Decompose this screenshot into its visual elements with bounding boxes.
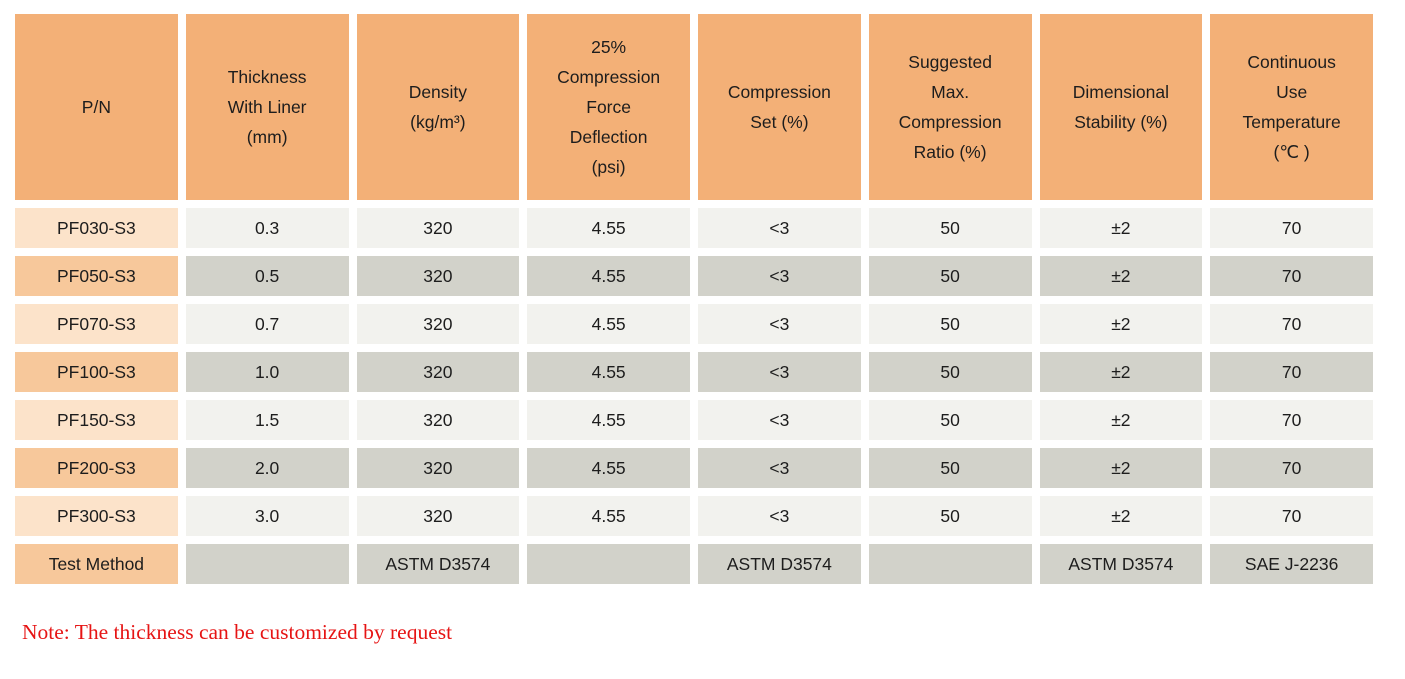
value-cell: 4.55 [527, 496, 690, 536]
value-cell: 0.5 [185, 256, 349, 296]
value-cell: ±2 [1039, 352, 1203, 392]
spec-table: P/N Thickness With Liner (mm) Density (kg/… [15, 14, 1373, 584]
value-cell: 70 [1210, 256, 1373, 296]
pn-cell: PF200-S3 [15, 448, 178, 488]
value-cell: ±2 [1039, 448, 1203, 488]
value-cell: <3 [698, 208, 861, 248]
value-cell: 70 [1210, 448, 1373, 488]
value-cell: <3 [698, 304, 861, 344]
value-cell: ±2 [1039, 208, 1203, 248]
value-cell: 4.55 [527, 352, 690, 392]
header-cell-6: Dimensional Stability (%) [1039, 14, 1203, 200]
datasheet-page: P/N Thickness With Liner (mm) Density (kg/… [0, 14, 1405, 645]
value-cell: <3 [698, 448, 861, 488]
value-cell: ASTM D3574 [356, 544, 520, 584]
header-cell-7: Continuous Use Temperature (℃ ) [1210, 14, 1373, 200]
note-text: Note: The thickness can be customized by… [22, 620, 453, 644]
pn-cell: PF100-S3 [15, 352, 178, 392]
value-cell: 320 [356, 304, 520, 344]
value-cell: ±2 [1039, 400, 1203, 440]
header-cell-3: 25% Compression Force Deflection (psi) [527, 14, 690, 200]
value-cell: 4.55 [527, 256, 690, 296]
pn-cell: PF150-S3 [15, 400, 178, 440]
value-cell: 320 [356, 496, 520, 536]
value-cell: <3 [698, 400, 861, 440]
value-cell: 4.55 [527, 304, 690, 344]
pn-cell: PF030-S3 [15, 208, 178, 248]
test-method-label-cell: Test Method [15, 544, 178, 584]
value-cell: 70 [1210, 304, 1373, 344]
header-cell-5: Suggested Max. Compression Ratio (%) [868, 14, 1032, 200]
value-cell [185, 544, 349, 584]
header-cell-4: Compression Set (%) [698, 14, 861, 200]
value-cell: 50 [868, 256, 1032, 296]
value-cell: 4.55 [527, 208, 690, 248]
value-cell: ASTM D3574 [698, 544, 861, 584]
value-cell: 1.5 [185, 400, 349, 440]
value-cell [868, 544, 1032, 584]
value-cell: 0.7 [185, 304, 349, 344]
header-cell-2: Density (kg/m³) [356, 14, 520, 200]
value-cell: 50 [868, 448, 1032, 488]
value-cell: 70 [1210, 208, 1373, 248]
value-cell: ASTM D3574 [1039, 544, 1203, 584]
value-cell: 70 [1210, 400, 1373, 440]
value-cell: 320 [356, 256, 520, 296]
value-cell: 50 [868, 304, 1032, 344]
value-cell [527, 544, 690, 584]
value-cell: ±2 [1039, 496, 1203, 536]
value-cell: <3 [698, 352, 861, 392]
value-cell: 50 [868, 352, 1032, 392]
value-cell: 0.3 [185, 208, 349, 248]
value-cell: 2.0 [185, 448, 349, 488]
value-cell: 320 [356, 400, 520, 440]
value-cell: SAE J-2236 [1210, 544, 1373, 584]
value-cell: 3.0 [185, 496, 349, 536]
header-cell-1: Thickness With Liner (mm) [185, 14, 349, 200]
value-cell: 320 [356, 352, 520, 392]
value-cell: 70 [1210, 496, 1373, 536]
value-cell: 4.55 [527, 448, 690, 488]
value-cell: 320 [356, 208, 520, 248]
pn-cell: PF070-S3 [15, 304, 178, 344]
value-cell: 1.0 [185, 352, 349, 392]
value-cell: <3 [698, 496, 861, 536]
value-cell: 70 [1210, 352, 1373, 392]
value-cell: 50 [868, 496, 1032, 536]
header-cell-0: P/N [15, 14, 178, 200]
value-cell: 4.55 [527, 400, 690, 440]
value-cell: <3 [698, 256, 861, 296]
pn-cell: PF050-S3 [15, 256, 178, 296]
value-cell: 320 [356, 448, 520, 488]
value-cell: ±2 [1039, 256, 1203, 296]
pn-cell: PF300-S3 [15, 496, 178, 536]
value-cell: ±2 [1039, 304, 1203, 344]
value-cell: 50 [868, 400, 1032, 440]
value-cell: 50 [868, 208, 1032, 248]
